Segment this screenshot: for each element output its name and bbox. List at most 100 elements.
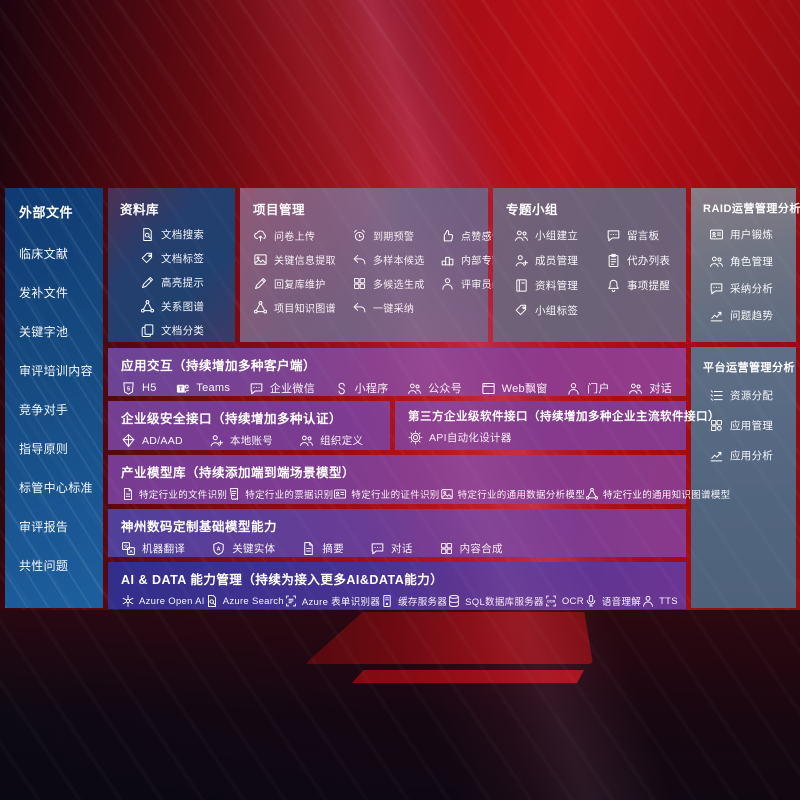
feature-label: 问题趋势 xyxy=(730,310,774,322)
people-chat-icon xyxy=(628,381,643,396)
chart-icon xyxy=(709,308,724,323)
tts-icon xyxy=(641,594,655,608)
repository-item: 高亮提示 xyxy=(140,275,227,290)
puzzle-icon xyxy=(352,276,367,291)
feature-label: 角色管理 xyxy=(730,256,774,268)
person-icon xyxy=(440,276,455,291)
panel-title: RAID运营管理分析 xyxy=(703,203,800,215)
scurve-icon xyxy=(334,381,349,396)
feature-label: 公众号 xyxy=(428,383,463,395)
feature-label: 回复库维护 xyxy=(274,280,326,291)
panel-title: 应用交互（持续增加多种客户端） xyxy=(121,359,317,373)
chat-dots-icon xyxy=(370,541,385,556)
repository-item: 关系图谱 xyxy=(140,299,227,314)
feature-label: 发补文件 xyxy=(19,286,69,300)
feature-label: 成员管理 xyxy=(535,255,579,267)
feature-label: 临床文献 xyxy=(19,247,69,261)
model-item: 特定行业的证件识别 xyxy=(333,487,439,501)
repository-item: 文档标签 xyxy=(140,251,227,266)
person-add-icon xyxy=(514,253,529,268)
ai-service-item: 缓存服务器 xyxy=(380,594,447,608)
group-item: 留言板 xyxy=(606,228,680,243)
feature-label: 项目知识图谱 xyxy=(274,304,336,315)
ai-service-item: Azure Search xyxy=(205,594,284,608)
ai-service-item: OCR xyxy=(544,594,584,608)
model-item: 特定行业的通用数据分析模型 xyxy=(440,487,585,501)
repository-panel: 资料库 文档搜索 文档标签 高亮提示 关系图谱 文档分类 xyxy=(108,188,235,342)
feature-label: AD/AAD xyxy=(142,434,183,447)
feature-label: 资料管理 xyxy=(535,280,579,292)
db-icon xyxy=(447,594,461,608)
panel-title: 资料库 xyxy=(120,203,160,217)
industry-models-panel: 产业模型库（持续添加端到端场景模型） 特定行业的文件识别 特定行业的票据识别 特定行… xyxy=(108,455,730,504)
ai-service-item: 语音理解 xyxy=(584,594,641,608)
feature-label: 关键字池 xyxy=(19,325,69,339)
panel-title: 神州数码定制基础模型能力 xyxy=(121,520,278,534)
feature-label: 问卷上传 xyxy=(274,232,316,243)
external-file-item: 指导原则 xyxy=(19,440,95,457)
model-item: 特定行业的文件识别 xyxy=(121,487,227,501)
feature-label: 文档分类 xyxy=(161,325,205,337)
capability-item: 摘要 xyxy=(301,541,344,556)
feature-label: 特定行业的证件识别 xyxy=(351,490,440,501)
external-file-item: 审评培训内容 xyxy=(19,362,95,379)
client-item: 门户 xyxy=(566,380,610,396)
feature-label: 缓存服务器 xyxy=(398,597,448,608)
feature-label: 竞争对手 xyxy=(19,403,69,417)
group-item: 资料管理 xyxy=(514,278,606,293)
feature-label: 应用管理 xyxy=(730,420,774,432)
group-item: 事项提醒 xyxy=(606,278,680,293)
feature-label: 机器翻译 xyxy=(142,543,186,555)
person-badge-icon xyxy=(209,433,224,448)
group-item: 成员管理 xyxy=(514,253,606,268)
auth-item: 组织定义 xyxy=(299,433,363,448)
ai-service-item: SQL数据库服务器 xyxy=(447,594,544,608)
external-files-panel: 外部文件 临床文献 发补文件 关键字池 审评培训内容 竞争对手 指导原则 标管中心标准 审评报… xyxy=(5,188,103,608)
base-models-panel: 神州数码定制基础模型能力 机器翻译 关键实体 摘要 对话 内容合成 xyxy=(108,509,686,557)
client-item: 对话 xyxy=(628,380,672,396)
feature-label: 特定行业的通用知识图谱模型 xyxy=(603,490,731,501)
feature-label: 留言板 xyxy=(627,230,660,242)
thirdparty-api-panel: 第三方企业级软件接口（持续增加多种企业主流软件接口） API自动化设计器 xyxy=(395,401,720,450)
repository-item: 文档分类 xyxy=(140,323,227,338)
platform-item: 资源分配 xyxy=(709,388,790,403)
external-file-item: 标管中心标准 xyxy=(19,479,95,496)
group-item: 小组建立 xyxy=(514,228,606,243)
reply-icon xyxy=(352,300,367,315)
feature-label: 组织定义 xyxy=(320,435,364,447)
feature-label: 点赞感谢 xyxy=(461,232,503,243)
people-icon xyxy=(407,381,422,396)
feature-label: 多样本候选 xyxy=(373,256,425,267)
feature-label: 标管中心标准 xyxy=(19,481,93,495)
image-icon xyxy=(253,252,268,267)
server-icon xyxy=(380,594,394,608)
h5-icon xyxy=(121,381,136,396)
project-item: 项目知识图谱 xyxy=(253,300,350,315)
feature-label: 内容合成 xyxy=(459,543,503,555)
raid-item: 问题趋势 xyxy=(709,308,790,323)
teams-icon xyxy=(175,381,190,396)
raid-item: 采纳分析 xyxy=(709,281,790,296)
receipt-icon xyxy=(227,487,241,501)
feature-label: API自动化设计器 xyxy=(429,432,512,444)
feature-label: 指导原则 xyxy=(19,442,69,456)
feature-label: 特定行业的票据识别 xyxy=(245,490,334,501)
app-interaction-panel: 应用交互（持续增加多种客户端） H5 Teams 企业微信 小程序 公众号 Web飘窗 门户… xyxy=(108,348,686,396)
feature-label: 资源分配 xyxy=(730,390,774,402)
client-item: Teams xyxy=(175,381,230,396)
external-file-item: 关键字池 xyxy=(19,323,95,340)
project-item: 点赞感谢 xyxy=(440,228,523,243)
card-icon xyxy=(709,227,724,242)
feature-label: 本地账号 xyxy=(229,435,274,447)
group-item: 代办列表 xyxy=(606,253,680,268)
shield-a-icon xyxy=(211,541,226,556)
people-org-icon xyxy=(299,433,314,448)
security-api-panel: 企业级安全接口（持续增加多种认证） AD/AAD 本地账号 组织定义 xyxy=(108,401,390,450)
feature-label: 小组建立 xyxy=(535,230,579,242)
feature-label: 内部专家排名 xyxy=(461,256,523,267)
monitor-stand-reflection xyxy=(352,670,584,683)
feature-label: 应用分析 xyxy=(730,450,774,462)
client-item: 公众号 xyxy=(407,380,462,396)
capability-item: 关键实体 xyxy=(211,541,275,556)
speech-icon xyxy=(584,594,598,608)
